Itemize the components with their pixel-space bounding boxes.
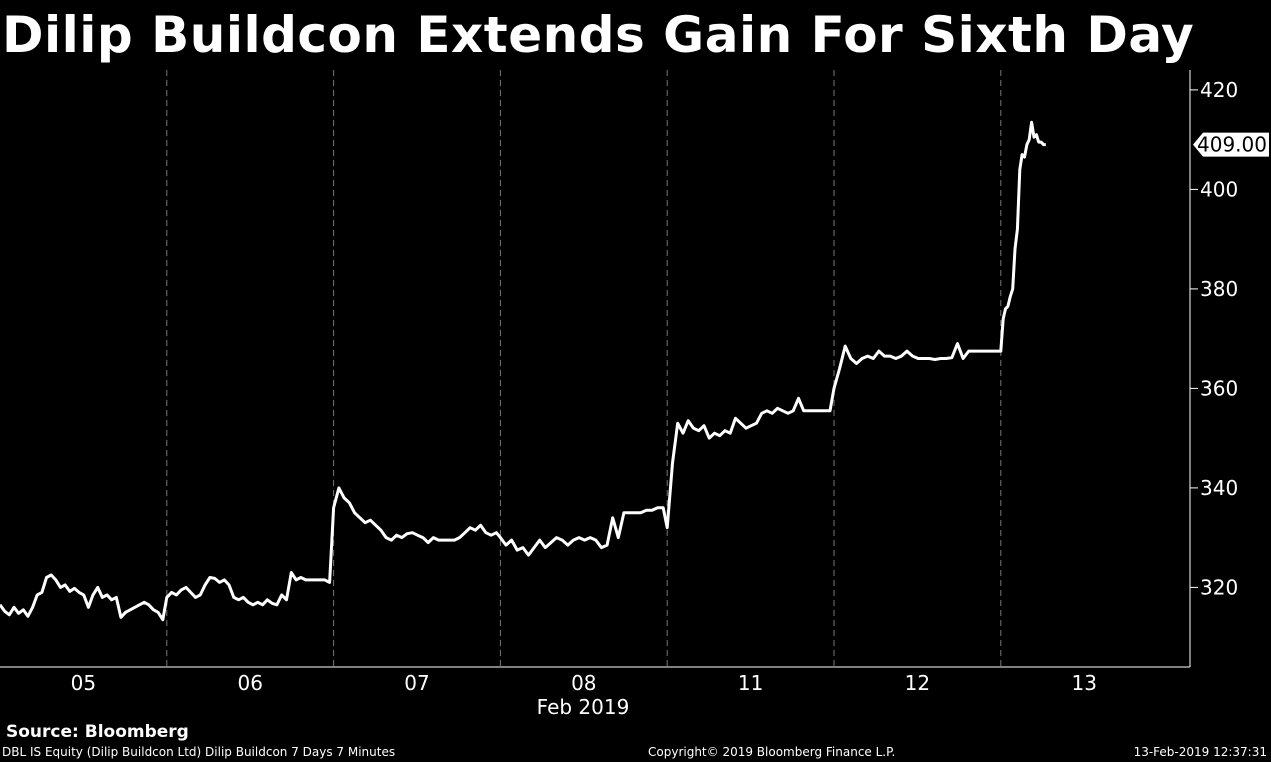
last-value-tag bbox=[1193, 132, 1269, 157]
source-label: Source: Bloomberg bbox=[6, 722, 189, 742]
chart-title: Dilip Buildcon Extends Gain For Sixth Da… bbox=[2, 6, 1195, 64]
footer-timestamp: 13-Feb-2019 12:37:31 bbox=[1133, 745, 1267, 759]
y-tick-label-320: 320 bbox=[1200, 575, 1238, 599]
footer-security-description: DBL IS Equity (Dilip Buildcon Ltd) Dilip… bbox=[2, 745, 396, 759]
x-tick-label-12: 12 bbox=[905, 671, 930, 695]
y-tick-label-340: 340 bbox=[1200, 476, 1238, 500]
y-axis-ticks: 320 340 360 380 400 420 bbox=[1190, 78, 1238, 599]
y-tick-label-380: 380 bbox=[1200, 277, 1238, 301]
x-axis-month-label: Feb 2019 bbox=[537, 695, 630, 719]
last-value-label: 409.00 bbox=[1197, 133, 1267, 157]
y-tick-label-400: 400 bbox=[1200, 177, 1238, 201]
x-tick-label-05: 05 bbox=[71, 671, 96, 695]
y-tick-label-360: 360 bbox=[1200, 376, 1238, 400]
x-tick-label-08: 08 bbox=[571, 671, 596, 695]
y-tick-label-420: 420 bbox=[1200, 78, 1238, 102]
x-axis-ticks: 05 06 07 08 11 12 13 bbox=[71, 671, 1097, 695]
x-tick-label-06: 06 bbox=[237, 671, 262, 695]
x-tick-label-07: 07 bbox=[404, 671, 429, 695]
price-series-line bbox=[0, 120, 1046, 622]
last-value-marker: 409.00 bbox=[1193, 132, 1269, 157]
footer-copyright: Copyright© 2019 Bloomberg Finance L.P. bbox=[648, 745, 896, 759]
x-tick-label-11: 11 bbox=[738, 671, 763, 695]
chart-axes bbox=[0, 70, 1191, 668]
x-tick-label-13: 13 bbox=[1071, 671, 1096, 695]
